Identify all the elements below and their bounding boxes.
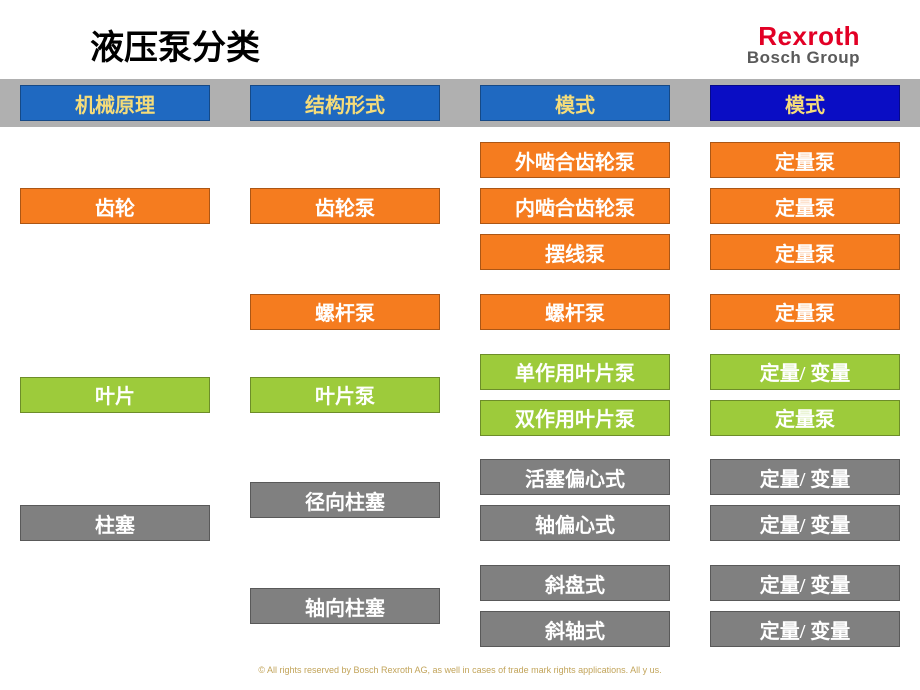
- grid-cell: 摆线泵: [480, 234, 670, 270]
- grid-cell: 斜轴式: [480, 611, 670, 647]
- grid-cell: 定量/ 变量: [710, 611, 900, 647]
- grid-cell: 定量泵: [710, 294, 900, 330]
- grid-cell: 螺杆泵: [480, 294, 670, 330]
- grid-cell: 双作用叶片泵: [480, 400, 670, 436]
- footer-text: © All rights reserved by Bosch Rexroth A…: [0, 665, 920, 675]
- grid-cell: 斜盘式: [480, 565, 670, 601]
- category-header: 结构形式: [250, 85, 440, 121]
- header-row: 液压泵分类 Rexroth Bosch Group: [0, 0, 920, 79]
- grid-cell: 轴偏心式: [480, 505, 670, 541]
- category-header: 模式: [480, 85, 670, 121]
- grid-cell: 活塞偏心式: [480, 459, 670, 495]
- page-title: 液压泵分类: [90, 20, 260, 69]
- grid-cell: 轴向柱塞: [250, 588, 440, 624]
- category-header: 机械原理: [20, 85, 210, 121]
- grid-cell: 定量泵: [710, 188, 900, 224]
- grid-cell: 定量泵: [710, 234, 900, 270]
- grid-cell: 螺杆泵: [250, 294, 440, 330]
- grid-cell: 定量泵: [710, 400, 900, 436]
- category-header: 模式: [710, 85, 900, 121]
- grid-cell: 内啮合齿轮泵: [480, 188, 670, 224]
- grid-cell: 定量/ 变量: [710, 354, 900, 390]
- grid-cell: 定量/ 变量: [710, 459, 900, 495]
- grid-cell: 定量/ 变量: [710, 565, 900, 601]
- grid-cell: 定量泵: [710, 142, 900, 178]
- grid-cell: 叶片泵: [250, 377, 440, 413]
- grid-cell: 柱塞: [20, 505, 210, 541]
- logo-bottom: Bosch Group: [747, 48, 860, 68]
- grid-cell: 叶片: [20, 377, 210, 413]
- grid-cell: 齿轮: [20, 188, 210, 224]
- grid-cell: 单作用叶片泵: [480, 354, 670, 390]
- grid-cell: 外啮合齿轮泵: [480, 142, 670, 178]
- grid-cell: 径向柱塞: [250, 482, 440, 518]
- category-bar: 机械原理 结构形式 模式 模式: [0, 79, 920, 127]
- logo: Rexroth Bosch Group: [747, 21, 860, 68]
- grid-cell: 齿轮泵: [250, 188, 440, 224]
- grid-cell: 定量/ 变量: [710, 505, 900, 541]
